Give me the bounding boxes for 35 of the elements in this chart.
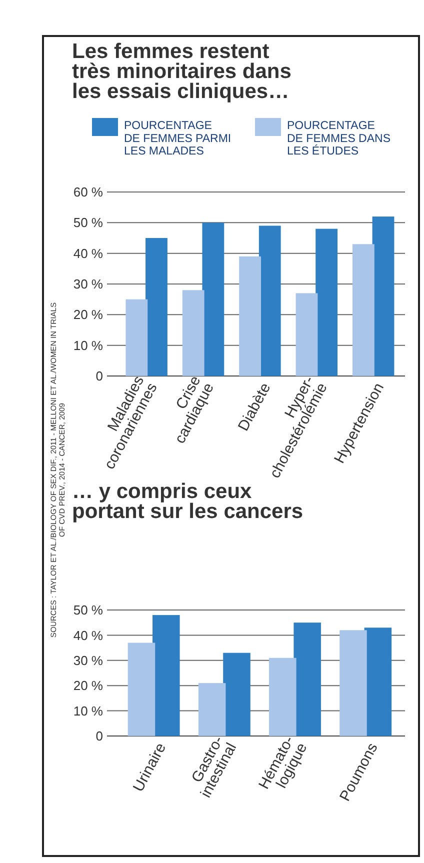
y-tick-label: 30 % <box>73 652 104 668</box>
y-tick-label: 0 <box>96 368 103 384</box>
bar <box>296 293 318 376</box>
bar <box>364 628 392 736</box>
bar <box>340 630 367 736</box>
y-tick-label: 20 % <box>73 678 104 694</box>
bar <box>126 299 148 376</box>
y-tick-label: 40 % <box>73 246 104 261</box>
legend-label: POURCENTAGE DE FEMMES PARMI LES MALADES <box>124 120 232 158</box>
bar <box>316 228 338 376</box>
y-tick-label: 40 % <box>73 628 104 643</box>
bar <box>269 658 296 736</box>
chart-title: Les femmes restent très minoritaires dans les essais cliniques… <box>72 40 292 103</box>
y-tick-label: 0 <box>96 728 103 744</box>
bar <box>202 222 224 376</box>
bar <box>128 642 156 736</box>
y-tick-label: 10 % <box>73 338 104 353</box>
y-tick-label: 30 % <box>73 276 104 292</box>
y-tick-label: 20 % <box>73 307 104 322</box>
bar <box>182 290 204 376</box>
legend-label: POURCENTAGE DE FEMMES DANS LES ÉTUDES <box>287 120 391 158</box>
y-tick-label: 50 % <box>73 602 104 618</box>
bar <box>294 622 321 736</box>
bar <box>152 615 180 736</box>
y-tick-label: 10 % <box>73 703 104 718</box>
bar <box>239 256 261 376</box>
bar <box>258 226 281 376</box>
bar <box>223 652 250 736</box>
bar <box>352 244 374 376</box>
bar <box>146 238 168 376</box>
y-tick-label: 60 % <box>73 184 104 200</box>
bar <box>372 216 394 376</box>
y-tick-label: 50 % <box>73 215 104 230</box>
chart-title: … y compris ceux portant sur les cancers <box>72 480 304 523</box>
bar <box>198 683 226 736</box>
